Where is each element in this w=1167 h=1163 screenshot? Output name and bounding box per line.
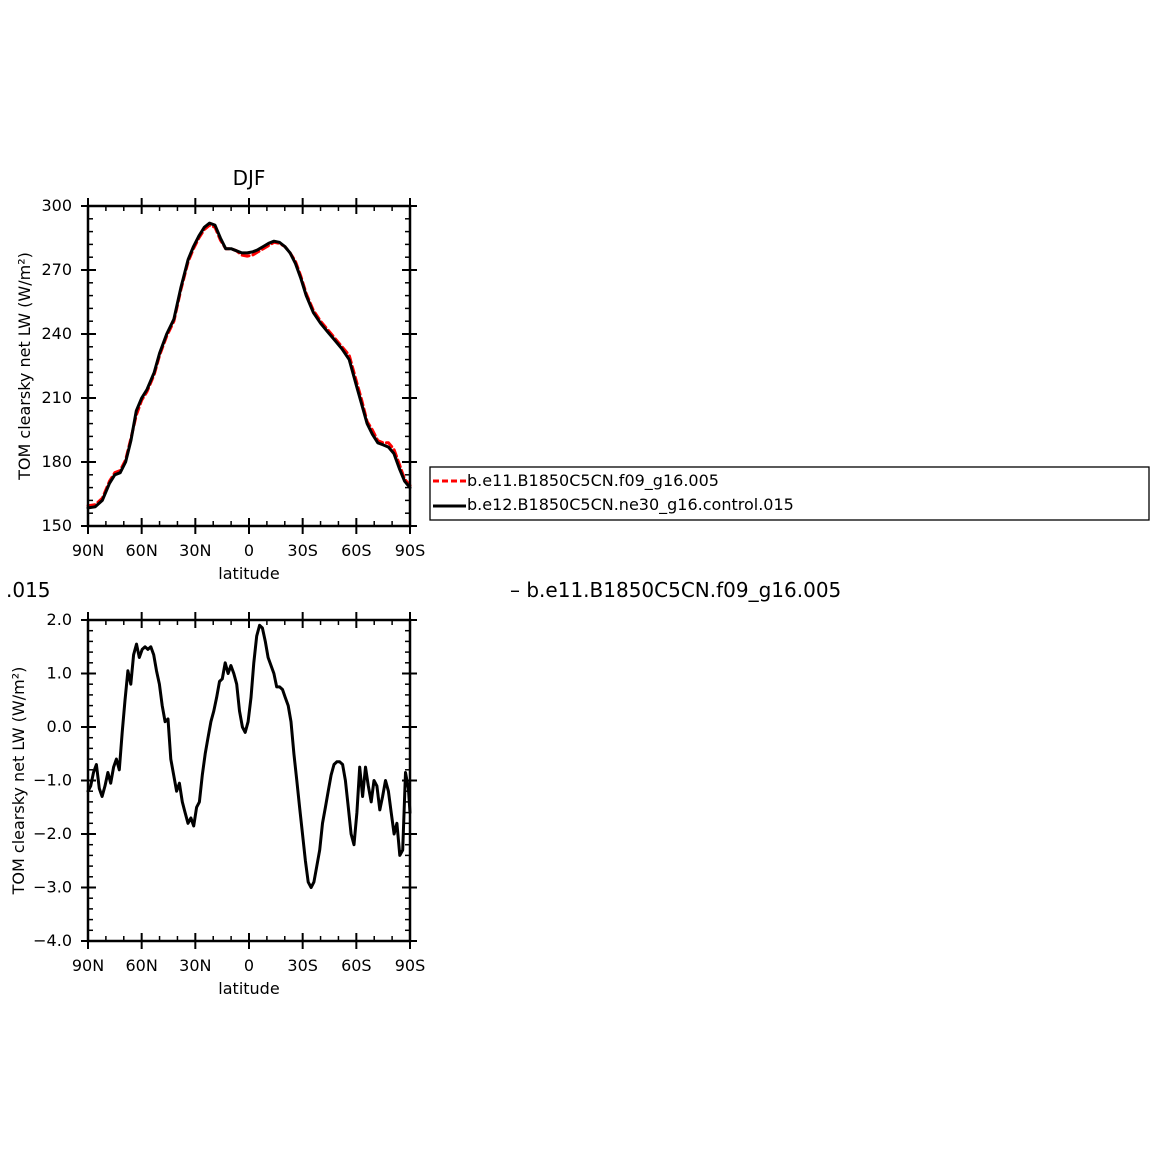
x-tick-label: 30S xyxy=(287,541,318,560)
y-tick-label: 2.0 xyxy=(47,610,72,629)
series-line xyxy=(86,623,412,889)
chart-difference: latitude TOM clearsky net LW (W/m²) 90N 6… xyxy=(9,610,425,998)
chart-title: DJF xyxy=(233,166,266,190)
plot-frame xyxy=(86,618,412,943)
x-tick-label: 30N xyxy=(179,956,211,975)
y-tick-label: −4.0 xyxy=(33,931,72,950)
y-tick-label: −2.0 xyxy=(33,824,72,843)
plot-series xyxy=(86,623,412,889)
x-tick-label: 0 xyxy=(244,956,254,975)
x-tick-label: 90N xyxy=(72,956,104,975)
x-tick-label: 60S xyxy=(341,541,372,560)
axis-ticks: 90N 60N 30N 0 30S 60S 90S −4.0 −3.0 −2.0 −1.0 0.0 1.… xyxy=(33,610,425,975)
y-tick-label: 0.0 xyxy=(47,717,72,736)
y-tick-label: 240 xyxy=(41,324,72,343)
legend-entry: b.e12.B1850C5CN.ne30_g16.control.015 xyxy=(467,495,794,515)
legend-entry: b.e11.B1850C5CN.f09_g16.005 xyxy=(467,471,719,491)
x-axis-label: latitude xyxy=(218,564,279,583)
y-tick-label: 210 xyxy=(41,388,72,407)
x-tick-label: 60N xyxy=(126,541,158,560)
y-tick-label: −1.0 xyxy=(33,771,72,790)
x-tick-label: 0 xyxy=(244,541,254,560)
legend: b.e11.B1850C5CN.f09_g16.005 b.e12.B1850C… xyxy=(429,466,1150,521)
plot-frame xyxy=(86,204,412,528)
y-tick-label: 150 xyxy=(41,516,72,535)
panel-fragment-left: .015 xyxy=(6,578,51,602)
y-tick-label: 270 xyxy=(41,260,72,279)
x-tick-label: 90N xyxy=(72,541,104,560)
x-tick-label: 30N xyxy=(179,541,211,560)
chart-djf: DJF latitude TOM clearsky net LW (W/m²) … xyxy=(15,166,425,583)
panel-fragment-right: – b.e11.B1850C5CN.f09_g16.005 xyxy=(510,578,841,602)
y-axis-label: TOM clearsky net LW (W/m²) xyxy=(9,667,28,896)
series-line-dashed xyxy=(86,223,412,508)
y-tick-label: 180 xyxy=(41,452,72,471)
x-tick-label: 30S xyxy=(287,956,318,975)
x-tick-label: 90S xyxy=(395,956,426,975)
y-tick-label: 300 xyxy=(41,196,72,215)
series-line xyxy=(86,221,412,510)
x-tick-label: 60S xyxy=(341,956,372,975)
y-tick-label: 1.0 xyxy=(47,664,72,683)
y-tick-label: −3.0 xyxy=(33,878,72,897)
x-tick-label: 90S xyxy=(395,541,426,560)
legend-box xyxy=(429,466,1150,521)
x-axis-label: latitude xyxy=(218,979,279,998)
y-axis-label: TOM clearsky net LW (W/m²) xyxy=(15,252,34,481)
plot-series xyxy=(86,221,412,510)
x-tick-label: 60N xyxy=(126,956,158,975)
